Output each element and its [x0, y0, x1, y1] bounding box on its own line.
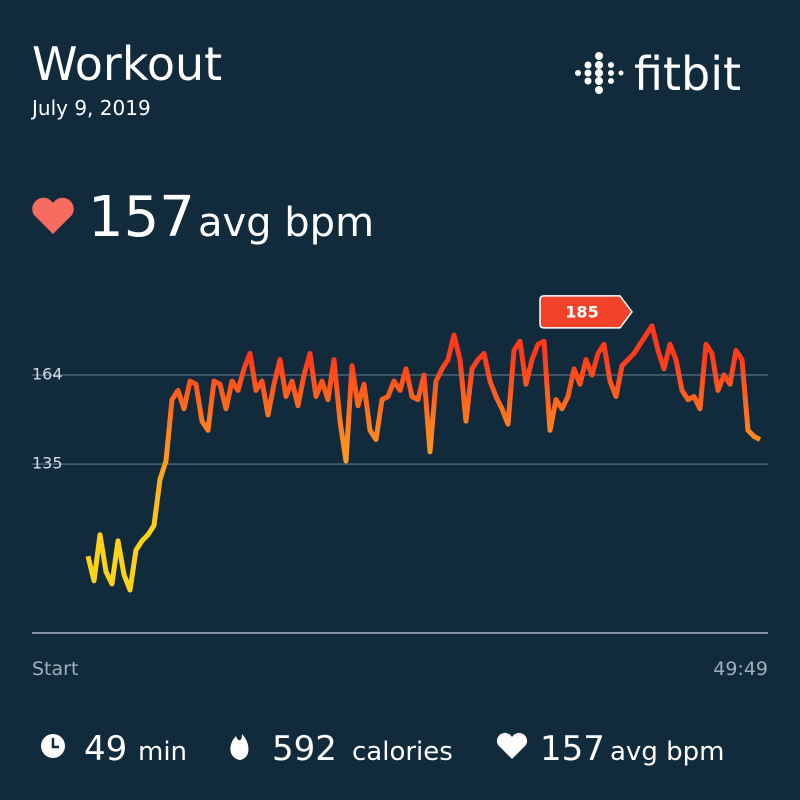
y-tick-label: 164 [32, 365, 63, 384]
stats: 49 min 592 calories 157 avg bpm [41, 729, 724, 769]
brand: fitbit [634, 47, 741, 101]
stat-unit: calories [352, 737, 453, 767]
summary-value: 157 [88, 185, 195, 250]
x-end-label: 49:49 [713, 658, 768, 680]
flame-icon [230, 734, 249, 760]
heart-icon [32, 197, 74, 234]
max-label: 185 [565, 302, 598, 321]
heart-icon [496, 732, 528, 759]
heart-rate-line [85, 323, 762, 593]
stat-value: 157 [540, 729, 605, 769]
summary-unit: avg bpm [198, 200, 374, 246]
stat-value: 49 [84, 729, 127, 769]
x-start-label: Start [32, 658, 78, 680]
stat-value: 592 [272, 729, 337, 769]
stat-unit: min [138, 737, 187, 767]
clock-hands [51, 738, 59, 749]
brand-logo [575, 52, 624, 94]
y-tick-label: 135 [32, 454, 63, 473]
stat-unit: avg bpm [610, 737, 724, 767]
date: July 9, 2019 [30, 96, 151, 120]
title: Workout [32, 37, 222, 91]
max-badge [539, 295, 633, 329]
